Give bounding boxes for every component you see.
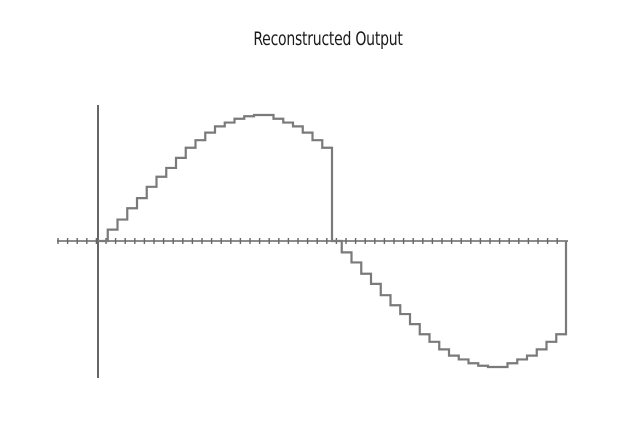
diagram-title: Reconstructed Output bbox=[253, 28, 403, 50]
reconstructed-signal-line bbox=[98, 113, 568, 369]
x-axis-ticks bbox=[57, 238, 558, 244]
